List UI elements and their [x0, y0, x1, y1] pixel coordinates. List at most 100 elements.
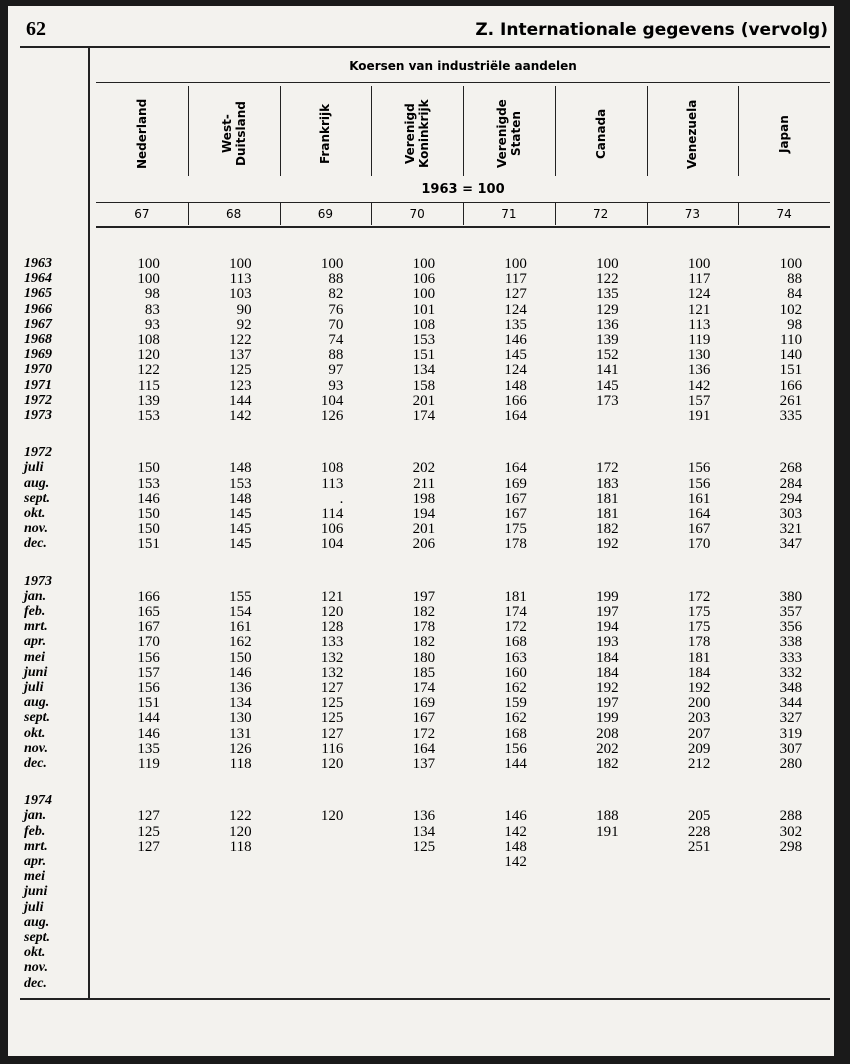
cell: 74: [328, 332, 344, 348]
row-label: 1973: [24, 408, 52, 423]
cell: 114: [321, 506, 344, 522]
cell: 347: [779, 536, 803, 553]
cell: 140: [779, 347, 803, 364]
cell: 132: [320, 664, 344, 681]
cell: 184: [596, 649, 619, 666]
rule: [738, 203, 740, 225]
cell: 178: [687, 634, 711, 651]
rule: [463, 203, 464, 225]
row-label: aug.: [24, 475, 50, 491]
cell: 212: [687, 756, 711, 772]
cell: 180: [412, 649, 436, 666]
cell: 145: [229, 521, 252, 538]
column-heading-line: Koninkrijk: [417, 99, 432, 169]
cell: 124: [504, 362, 527, 379]
cell: 209: [687, 740, 711, 757]
cell: 302: [779, 823, 803, 840]
cell: 169: [504, 475, 527, 492]
rule: [187, 86, 189, 176]
cell: 150: [229, 649, 252, 666]
cell: 117: [504, 271, 527, 288]
row-label: mrt.: [24, 619, 48, 635]
rule: [20, 46, 830, 48]
row-label: 1965: [24, 286, 52, 302]
cell: 100: [596, 256, 619, 272]
column-number: 73: [684, 207, 701, 221]
cell: 175: [687, 619, 711, 636]
row-label: apr.: [24, 634, 47, 650]
cell: 153: [137, 408, 160, 424]
cell: 163: [504, 649, 527, 666]
cell: 202: [412, 460, 436, 477]
cell: 120: [320, 808, 344, 825]
cell: 136: [596, 316, 619, 333]
cell: 156: [137, 649, 160, 666]
cell: 124: [504, 301, 527, 318]
cell: 185: [412, 664, 436, 681]
cell: 106: [320, 521, 344, 538]
cell: 207: [687, 725, 711, 742]
cell: 167: [687, 521, 711, 538]
cell: 151: [137, 536, 160, 553]
cell: 104: [320, 536, 344, 553]
row-label: mrt.: [24, 838, 48, 854]
cell: 188: [596, 808, 619, 825]
column-heading: Frankrijk: [307, 90, 343, 178]
cell: 121: [320, 588, 344, 605]
cell: 120: [320, 756, 344, 772]
cell: 113: [321, 475, 344, 492]
cell: 131: [229, 725, 252, 742]
cell: 88: [328, 271, 344, 288]
cell: 145: [596, 377, 619, 394]
table-group-heading: Koersen van industriële aandelen: [349, 59, 577, 73]
cell: 348: [779, 680, 803, 696]
cell: 280: [779, 756, 803, 772]
cell: 128: [320, 619, 344, 636]
cell: 157: [137, 664, 160, 681]
cell: 134: [412, 823, 436, 840]
row-label: feb.: [24, 604, 46, 619]
row-label: juli: [24, 899, 44, 915]
cell: 198: [412, 490, 436, 507]
cell: 162: [504, 710, 527, 727]
column-heading-line: Staten: [508, 111, 523, 157]
cell: 327: [779, 710, 803, 727]
cell: 103: [229, 286, 252, 303]
rule: [279, 203, 281, 225]
row-label: okt.: [24, 945, 46, 961]
cell: 88: [328, 347, 344, 364]
rule: [96, 202, 830, 203]
cell: 168: [504, 725, 527, 742]
cell: 191: [596, 823, 619, 840]
column-number: 69: [317, 207, 334, 221]
row-label: dec.: [24, 756, 47, 771]
cell: 136: [412, 808, 436, 825]
cell: 184: [596, 664, 619, 681]
cell: 122: [229, 332, 252, 348]
cell: 139: [137, 392, 160, 409]
cell: 148: [229, 460, 252, 477]
cell: 167: [412, 710, 436, 727]
cell: 182: [596, 521, 619, 538]
cell: 115: [137, 377, 160, 394]
cell: 151: [412, 347, 436, 364]
cell: 148: [504, 377, 527, 394]
column-heading-line: Canada: [593, 108, 608, 160]
cell: 152: [596, 347, 619, 364]
cell: 116: [321, 740, 344, 757]
cell: 118: [229, 756, 252, 772]
cell: 145: [229, 506, 252, 522]
rule: [96, 82, 830, 83]
cell: 154: [229, 604, 252, 620]
cell: 117: [688, 271, 711, 288]
rule: [646, 203, 648, 225]
cell: 205: [687, 808, 711, 825]
cell: 134: [412, 362, 436, 379]
rule: [463, 86, 464, 176]
cell: 100: [504, 256, 527, 272]
column-heading-line: Frankrijk: [318, 103, 333, 165]
cell: 161: [229, 619, 252, 636]
cell: 162: [504, 680, 527, 696]
cell: 135: [137, 740, 160, 757]
column-number: 68: [225, 207, 242, 221]
